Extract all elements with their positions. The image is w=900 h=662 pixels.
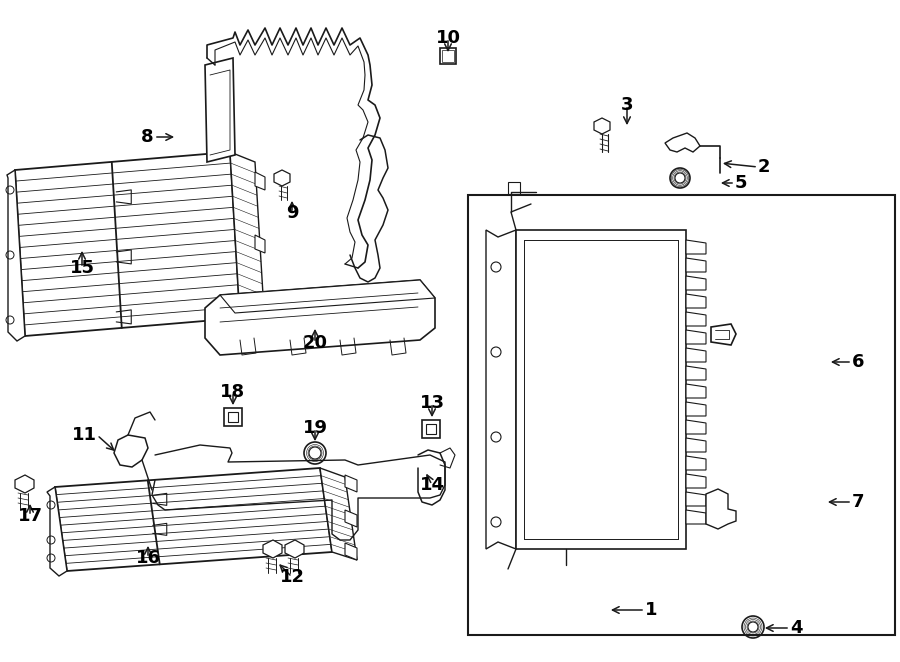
Bar [440, 48, 456, 64]
Text: 11: 11 [72, 426, 97, 444]
Polygon shape [486, 230, 516, 549]
Polygon shape [686, 312, 706, 326]
Polygon shape [220, 280, 435, 313]
Bar [442, 50, 454, 62]
Text: 10: 10 [436, 29, 461, 47]
Polygon shape [711, 324, 736, 345]
Text: 17: 17 [17, 507, 42, 525]
Polygon shape [15, 152, 240, 336]
Text: 8: 8 [141, 128, 154, 146]
Bar [422, 420, 440, 438]
Polygon shape [686, 474, 706, 488]
Bar [224, 408, 242, 426]
Polygon shape [686, 276, 706, 290]
Polygon shape [665, 133, 700, 152]
Polygon shape [285, 540, 304, 558]
Text: 5: 5 [735, 174, 748, 192]
Bar [426, 424, 436, 434]
Polygon shape [686, 456, 706, 470]
Polygon shape [15, 475, 34, 493]
Polygon shape [255, 172, 265, 190]
Polygon shape [114, 435, 148, 467]
Text: 2: 2 [758, 158, 770, 176]
Polygon shape [686, 330, 706, 344]
Polygon shape [255, 300, 265, 318]
Polygon shape [255, 235, 265, 253]
Text: 15: 15 [69, 259, 94, 277]
Polygon shape [320, 468, 357, 560]
Polygon shape [47, 487, 67, 576]
Text: 7: 7 [852, 493, 865, 511]
Polygon shape [205, 58, 235, 162]
Polygon shape [686, 492, 706, 506]
Polygon shape [686, 366, 706, 380]
Bar [508, 182, 520, 194]
Text: 13: 13 [419, 394, 445, 412]
Polygon shape [686, 258, 706, 272]
Bar [468, 195, 895, 635]
Polygon shape [345, 543, 357, 560]
Polygon shape [594, 118, 610, 134]
Text: 1: 1 [645, 601, 658, 619]
Text: 16: 16 [136, 549, 160, 567]
Polygon shape [516, 230, 686, 549]
Bar [228, 412, 238, 422]
Polygon shape [205, 280, 435, 355]
Polygon shape [686, 384, 706, 398]
Polygon shape [686, 420, 706, 434]
Polygon shape [55, 468, 332, 571]
Text: 6: 6 [852, 353, 865, 371]
Polygon shape [345, 475, 357, 492]
Text: 18: 18 [220, 383, 246, 401]
Text: 19: 19 [302, 419, 328, 437]
Text: 9: 9 [286, 204, 298, 222]
Polygon shape [686, 348, 706, 362]
Polygon shape [7, 170, 25, 341]
Text: 4: 4 [790, 619, 803, 637]
Polygon shape [345, 510, 357, 527]
Text: 3: 3 [621, 96, 634, 114]
Text: 14: 14 [419, 476, 445, 494]
Polygon shape [686, 510, 706, 524]
Text: 20: 20 [302, 334, 328, 352]
Polygon shape [706, 489, 736, 529]
Text: 12: 12 [280, 568, 304, 586]
Polygon shape [686, 402, 706, 416]
Polygon shape [686, 240, 706, 254]
Polygon shape [263, 540, 282, 558]
Polygon shape [686, 438, 706, 452]
Polygon shape [686, 294, 706, 308]
Polygon shape [274, 170, 290, 186]
Polygon shape [230, 152, 265, 328]
